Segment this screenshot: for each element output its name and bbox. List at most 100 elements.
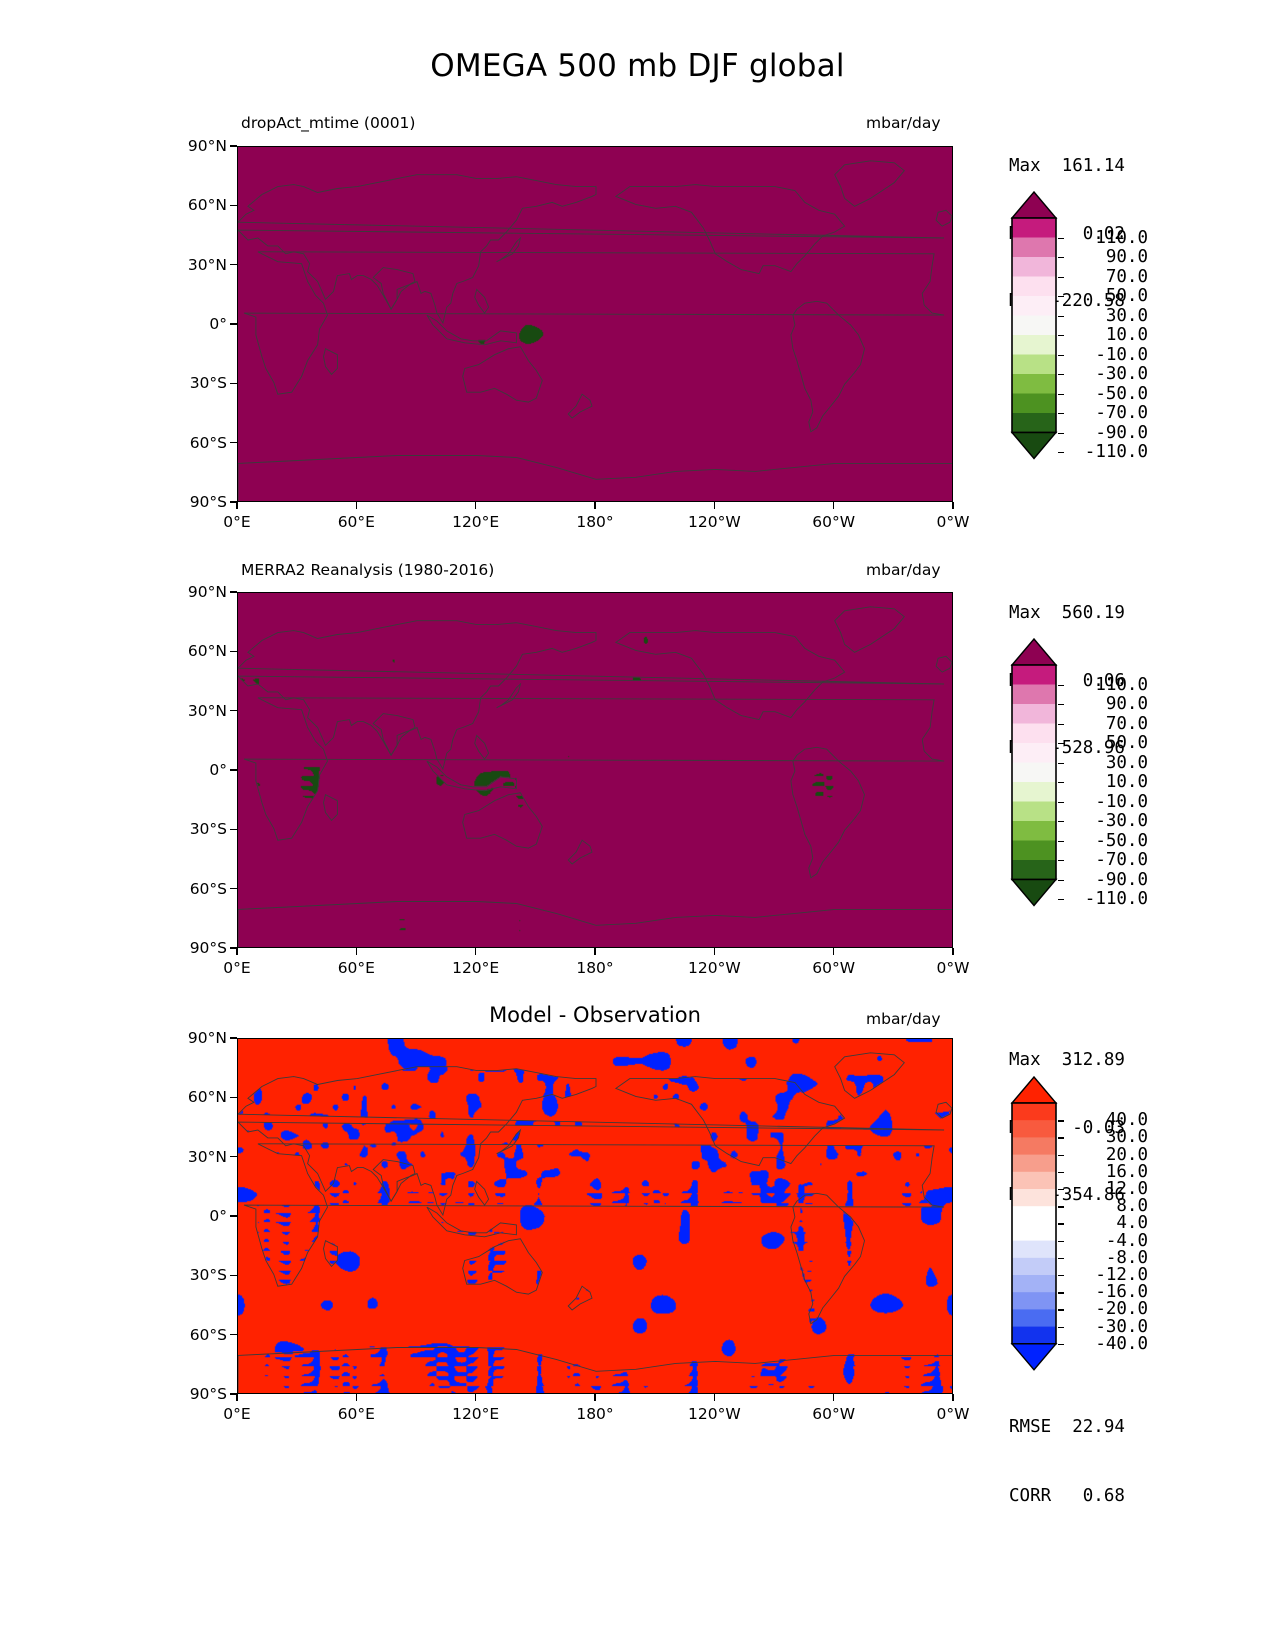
colorbar-swatches	[1010, 1075, 1058, 1371]
colorbar-tick-label: -40.0	[1095, 1333, 1148, 1354]
lon-tick	[713, 948, 716, 955]
colorbar-tick	[1058, 1189, 1064, 1191]
colorbar-tick-label: 10.0	[1105, 772, 1148, 792]
colorbar-tick-label: -30.0	[1095, 811, 1148, 831]
colorbar-tick-label: -110.0	[1084, 442, 1148, 462]
colorbar-tick	[1058, 1309, 1064, 1311]
coastlines	[238, 1052, 952, 1393]
lat-tick	[230, 828, 237, 831]
panel3-header-title: Model - Observation	[489, 1003, 701, 1027]
lon-tick-label: 120°E	[452, 1405, 500, 1423]
colorbar-tick-label: 110.0	[1095, 674, 1148, 695]
lon-tick-label: 0°W	[936, 959, 970, 977]
colorbar-model: 110.0 90.0 70.0 50.0 30.0 10.0 -10.0 -30.0 -50.0…	[1010, 190, 1164, 463]
lon-tick	[594, 1394, 596, 1401]
colorbar-tick-label: 4.0	[1116, 1213, 1148, 1234]
colorbar-tick-label: -70.0	[1095, 403, 1148, 423]
colorbar-tick-label: 10.0	[1105, 325, 1148, 345]
colorbar-tick-label: -90.0	[1095, 869, 1148, 890]
lon-tick	[236, 948, 238, 955]
colorbar-tick-label: -30.0	[1095, 1316, 1148, 1337]
lon-tick-label: 120°W	[687, 959, 741, 977]
lat-tick-label: 0°	[209, 761, 227, 779]
colorbar-tick-label: -70.0	[1095, 850, 1148, 870]
lat-tick	[230, 323, 237, 325]
colorbar-tick-label: -50.0	[1095, 383, 1148, 404]
lat-tick-label: 30°S	[189, 820, 227, 839]
colorbar-tick-label: 40.0	[1105, 1110, 1148, 1131]
lon-tick-label: 0°E	[223, 959, 251, 977]
lon-tick	[474, 1394, 477, 1401]
panel3-header-units: mbar/day	[866, 1010, 941, 1028]
lon-tick-label: 60°E	[337, 1405, 375, 1423]
colorbar-swatches	[1010, 190, 1058, 460]
lat-tick	[230, 591, 237, 593]
lat-tick	[230, 1096, 237, 1099]
lon-tick-label: 60°E	[337, 959, 375, 977]
lat-tick-label: 30°S	[189, 374, 227, 393]
lon-tick	[952, 1394, 954, 1401]
lon-tick	[832, 948, 835, 955]
colorbar-tick-label: -4.0	[1105, 1230, 1148, 1251]
colorbar-tick	[1058, 1240, 1064, 1242]
colorbar-tick-label: -10.0	[1095, 791, 1148, 812]
field-raster	[238, 147, 952, 501]
lon-tick-label: 0°W	[936, 1405, 970, 1423]
panel1-min-value: -220.58	[1051, 291, 1125, 311]
colorbar-tick-label: -16.0	[1095, 1282, 1148, 1303]
colorbar-tick-label: 30.0	[1105, 305, 1148, 326]
colorbar-tick	[1058, 782, 1064, 784]
panel1-header-left: dropAct_mtime (0001)	[241, 114, 416, 132]
panel2-min-value: -528.96	[1051, 738, 1125, 758]
lon-tick	[832, 1394, 835, 1401]
colorbar-tick	[1058, 374, 1064, 376]
lat-tick	[230, 1037, 237, 1039]
lat-tick-label: 90°N	[187, 583, 227, 601]
lon-tick	[355, 948, 358, 955]
lat-tick	[230, 441, 237, 444]
figure-title: OMEGA 500 mb DJF global	[430, 48, 845, 84]
corr-label: CORR	[1009, 1486, 1052, 1506]
colorbar-tick-label: 110.0	[1095, 227, 1148, 248]
lat-tick	[230, 263, 237, 266]
colorbar-tick-label: -30.0	[1095, 364, 1148, 384]
colorbar-tick	[1058, 762, 1064, 764]
lon-tick	[355, 502, 358, 509]
lat-tick-label: 90°S	[189, 493, 227, 511]
lat-tick	[230, 709, 237, 712]
lat-tick	[230, 382, 237, 385]
panel3-max-value: 312.89	[1061, 1050, 1125, 1070]
lon-tick	[832, 502, 835, 509]
colorbar-tick	[1058, 452, 1064, 454]
lon-tick	[594, 502, 596, 509]
lat-tick-label: 30°N	[187, 701, 227, 720]
colorbar-tick	[1058, 315, 1064, 317]
lat-tick-label: 30°N	[187, 255, 227, 274]
lon-tick	[355, 1394, 358, 1401]
lon-tick-label: 120°W	[687, 513, 741, 531]
map-panel-difference	[237, 1038, 953, 1394]
colorbar-tick	[1058, 684, 1064, 686]
lat-tick	[230, 1215, 237, 1217]
panel2-mean-value: 0.06	[1082, 670, 1125, 691]
lat-tick-label: 60°S	[189, 1325, 227, 1344]
colorbar-tick	[1058, 1257, 1064, 1260]
colorbar-tick	[1058, 1137, 1064, 1139]
colorbar-tick	[1058, 801, 1064, 803]
colorbar-tick	[1058, 1343, 1064, 1346]
lat-tick	[230, 1333, 237, 1336]
colorbar-tick-label: -8.0	[1105, 1247, 1148, 1268]
panel1-mean-value: 0.02	[1082, 223, 1125, 244]
lon-tick	[713, 1394, 716, 1401]
panel2-header-left: MERRA2 Reanalysis (1980-2016)	[241, 561, 495, 579]
lon-tick-label: 120°E	[452, 959, 500, 977]
lat-tick	[230, 501, 237, 503]
colorbar-tick	[1058, 743, 1064, 745]
lat-tick	[230, 650, 237, 653]
colorbar-tick	[1058, 723, 1064, 725]
colorbar-tick-label: 50.0	[1105, 286, 1148, 306]
lon-tick	[474, 948, 477, 955]
lat-tick-label: 90°S	[189, 939, 227, 957]
lat-tick	[230, 887, 237, 890]
colorbar-observation: 110.0 90.0 70.0 50.0 30.0 10.0 -10.0 -30.0 -50.0…	[1010, 637, 1164, 910]
